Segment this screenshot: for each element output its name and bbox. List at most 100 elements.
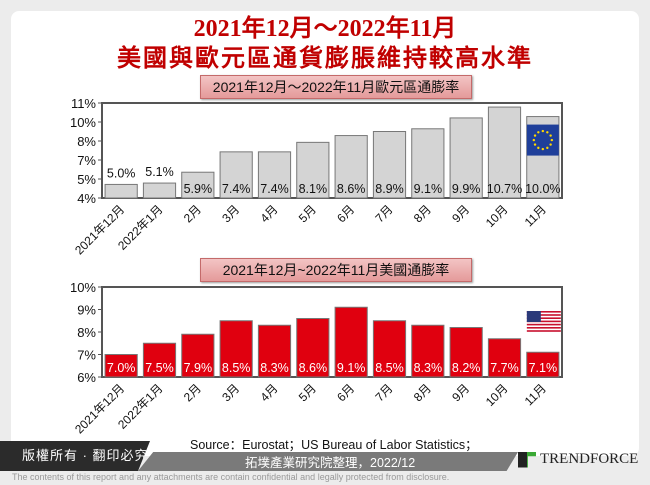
- us-bar: [372, 320, 407, 378]
- eu-chart-title: 2021年12月～2022年11月歐元區通膨率: [200, 75, 472, 99]
- eu-flag-star: [537, 146, 540, 150]
- source-line-1: Source：Eurostat；US Bureau of Labor Stati…: [190, 438, 478, 452]
- us-bar: [334, 306, 368, 378]
- eu-x-tick-label: 10月: [483, 202, 511, 230]
- eu-x-tick-label: 6月: [334, 202, 357, 225]
- us-bar: [219, 320, 253, 378]
- us-x-tick-label: 4月: [258, 381, 281, 404]
- us-y-tick-label: 7%: [77, 348, 96, 363]
- us-flag-stripe: [526, 320, 561, 323]
- eu-bar: [142, 182, 177, 199]
- eu-data-label: 5.0%: [107, 166, 136, 180]
- page-subtitle: 美國與歐元區通貨膨脹維持較高水準: [117, 46, 533, 72]
- us-data-label: 7.5%: [145, 361, 174, 375]
- eu-data-label: 7.4%: [260, 182, 289, 196]
- eu-bar: [104, 183, 138, 199]
- eu-bar: [296, 141, 330, 199]
- eu-x-tick-label: 8月: [411, 202, 434, 225]
- eu-data-label: 8.6%: [337, 182, 366, 196]
- eu-data-label: 5.1%: [145, 165, 174, 179]
- us-x-tick-label: 2021年12月: [72, 381, 127, 436]
- us-data-label: 8.3%: [414, 361, 443, 375]
- eu-plot-area: [101, 102, 563, 199]
- us-bar: [104, 354, 138, 378]
- eu-x-tick-label: 2月: [181, 202, 204, 225]
- trendforce-logo: TRENDFORCE: [518, 451, 638, 468]
- us-y-tick-label: 8%: [77, 325, 96, 340]
- eu-y-tick-label: 7%: [77, 153, 96, 168]
- eu-data-label: 9.9%: [452, 182, 481, 196]
- eu-data-label: 8.9%: [375, 182, 404, 196]
- eu-bar: [372, 131, 407, 199]
- us-bar: [296, 318, 330, 378]
- us-chart-title: 2021年12月~2022年11月美國通膨率: [200, 258, 472, 282]
- us-data-label: 7.7%: [490, 361, 519, 375]
- us-x-tick-label: 10月: [483, 381, 511, 409]
- us-x-tick-label: 2月: [181, 381, 204, 404]
- us-x-tick-label: 8月: [411, 381, 434, 404]
- us-bar: [526, 351, 560, 378]
- eu-flag-star: [550, 138, 554, 142]
- brand-name: TRENDFORCE: [540, 451, 639, 467]
- source-line-2: 拓墣產業研究院整理，2022/12: [245, 456, 416, 470]
- us-flag-icon: [526, 311, 541, 322]
- page-title: 2021年12月～2022年11月: [193, 16, 457, 42]
- us-bar: [181, 333, 215, 378]
- us-data-label: 8.5%: [375, 361, 404, 375]
- us-x-tick-label: 3月: [219, 381, 242, 404]
- us-data-label: 8.6%: [299, 361, 328, 375]
- eu-bar: [219, 151, 253, 199]
- us-flag-stripe: [526, 317, 561, 319]
- eu-flag-star: [541, 129, 545, 133]
- us-x-tick-label: 9月: [449, 381, 472, 404]
- us-x-tick-label: 6月: [334, 381, 357, 404]
- eu-data-label: 10.0%: [525, 182, 560, 196]
- us-data-label: 7.1%: [529, 361, 558, 375]
- eu-flag-star: [546, 131, 549, 134]
- us-flag-stripe: [526, 330, 561, 332]
- eu-x-tick-label: 3月: [219, 202, 242, 225]
- eu-x-tick-label: 9月: [449, 202, 472, 225]
- eu-x-tick-label: 4月: [258, 202, 281, 225]
- eu-flag-icon: [526, 124, 559, 156]
- disclaimer: The contents of this report and any atta…: [12, 472, 450, 482]
- eu-data-label: 10.7%: [487, 182, 522, 196]
- eu-flag-star: [533, 134, 537, 137]
- us-flag-stripe: [526, 314, 561, 316]
- eu-bar: [449, 117, 483, 199]
- eu-x-tick-label: 7月: [373, 202, 396, 225]
- eu-bar: [181, 171, 215, 199]
- us-data-label: 9.1%: [337, 361, 366, 375]
- eu-data-label: 9.1%: [414, 182, 443, 196]
- us-data-label: 7.9%: [184, 361, 213, 375]
- eu-flag-star: [549, 143, 552, 146]
- eu-flag-star: [549, 134, 552, 137]
- us-data-label: 8.3%: [260, 361, 289, 375]
- us-bar: [449, 327, 483, 378]
- eu-flag-star: [533, 143, 537, 146]
- eu-flag-star: [532, 138, 536, 142]
- eu-flag-star: [537, 131, 540, 134]
- us-x-tick-label: 5月: [296, 381, 319, 404]
- us-data-label: 8.5%: [222, 361, 251, 375]
- us-flag-stripe: [526, 323, 561, 326]
- eu-y-tick-label: 10%: [70, 115, 96, 130]
- eu-x-tick-label: 11月: [522, 202, 549, 229]
- eu-bar: [411, 128, 445, 199]
- us-y-tick-label: 10%: [70, 280, 96, 295]
- eu-y-tick-label: 8%: [77, 134, 96, 149]
- us-y-tick-label: 9%: [77, 303, 96, 318]
- footer-bar: [138, 452, 518, 471]
- eu-y-tick-label: 5%: [77, 172, 96, 187]
- eu-bar: [487, 106, 522, 199]
- us-x-tick-label: 11月: [522, 381, 549, 408]
- eu-x-tick-label: 5月: [296, 202, 319, 225]
- us-flag-stripe: [526, 311, 561, 313]
- eu-data-label: 8.1%: [299, 182, 328, 196]
- copyright-banner: 版權所有 · 翻印必究: [0, 441, 150, 471]
- us-bar: [411, 324, 445, 378]
- eu-y-tick-label: 11%: [71, 96, 96, 111]
- eu-bar: [257, 151, 292, 199]
- us-bar: [487, 338, 522, 378]
